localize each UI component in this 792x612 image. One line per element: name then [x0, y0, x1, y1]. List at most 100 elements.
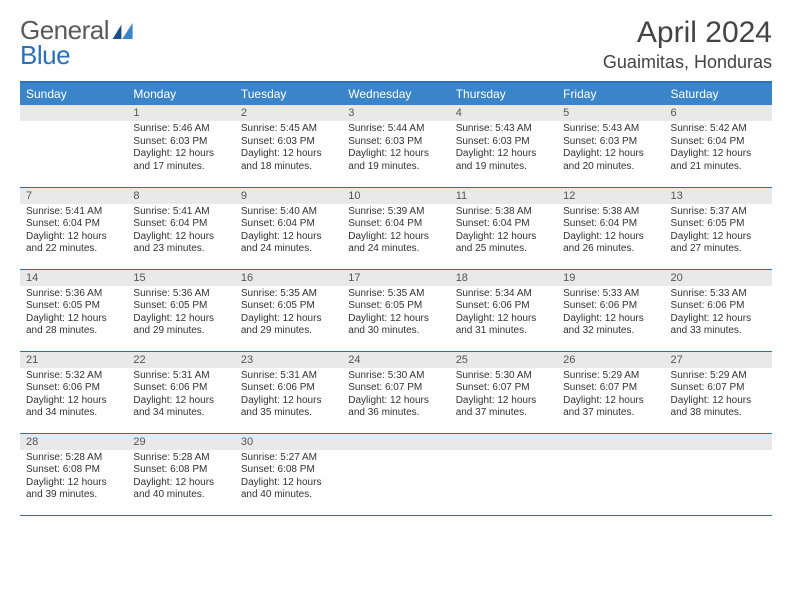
day-number: 23	[235, 352, 342, 368]
sunset-text: Sunset: 6:06 PM	[241, 382, 315, 393]
sunrise-text: Sunrise: 5:36 AM	[26, 288, 102, 299]
sunset-text: Sunset: 6:04 PM	[26, 218, 100, 229]
day-info: Sunrise: 5:29 AMSunset: 6:07 PMDaylight:…	[665, 368, 772, 424]
sunset-text: Sunset: 6:04 PM	[241, 218, 315, 229]
sunset-text: Sunset: 6:07 PM	[671, 382, 745, 393]
calendar-day-cell: 8Sunrise: 5:41 AMSunset: 6:04 PMDaylight…	[127, 187, 234, 269]
calendar-day-cell: 14Sunrise: 5:36 AMSunset: 6:05 PMDayligh…	[20, 269, 127, 351]
calendar-week-row: 28Sunrise: 5:28 AMSunset: 6:08 PMDayligh…	[20, 433, 772, 515]
day-info: Sunrise: 5:30 AMSunset: 6:07 PMDaylight:…	[342, 368, 449, 424]
sunrise-text: Sunrise: 5:43 AM	[456, 123, 532, 134]
daylight-text: Daylight: 12 hours and 25 minutes.	[456, 231, 537, 255]
calendar-day-cell: 20Sunrise: 5:33 AMSunset: 6:06 PMDayligh…	[665, 269, 772, 351]
day-info: Sunrise: 5:38 AMSunset: 6:04 PMDaylight:…	[557, 204, 664, 260]
sunrise-text: Sunrise: 5:35 AM	[241, 288, 317, 299]
day-number: 17	[342, 270, 449, 286]
day-number: 25	[450, 352, 557, 368]
page-header: GeneralBlue April 2024 Guaimitas, Hondur…	[20, 18, 772, 73]
daylight-text: Daylight: 12 hours and 24 minutes.	[241, 231, 322, 255]
day-number: 18	[450, 270, 557, 286]
calendar-day-cell: 5Sunrise: 5:43 AMSunset: 6:03 PMDaylight…	[557, 105, 664, 187]
day-info: Sunrise: 5:43 AMSunset: 6:03 PMDaylight:…	[450, 121, 557, 177]
day-number: 1	[127, 105, 234, 121]
sunrise-text: Sunrise: 5:29 AM	[671, 370, 747, 381]
day-number: 8	[127, 188, 234, 204]
calendar-page: GeneralBlue April 2024 Guaimitas, Hondur…	[0, 0, 792, 526]
calendar-day-cell: 4Sunrise: 5:43 AMSunset: 6:03 PMDaylight…	[450, 105, 557, 187]
sunrise-text: Sunrise: 5:32 AM	[26, 370, 102, 381]
day-number: 30	[235, 434, 342, 450]
sunrise-text: Sunrise: 5:36 AM	[133, 288, 209, 299]
day-info: Sunrise: 5:41 AMSunset: 6:04 PMDaylight:…	[127, 204, 234, 260]
day-info: Sunrise: 5:35 AMSunset: 6:05 PMDaylight:…	[342, 286, 449, 342]
calendar-day-cell: 15Sunrise: 5:36 AMSunset: 6:05 PMDayligh…	[127, 269, 234, 351]
daylight-text: Daylight: 12 hours and 26 minutes.	[563, 231, 644, 255]
day-info: Sunrise: 5:45 AMSunset: 6:03 PMDaylight:…	[235, 121, 342, 177]
calendar-day-cell: 24Sunrise: 5:30 AMSunset: 6:07 PMDayligh…	[342, 351, 449, 433]
day-number-bar	[665, 434, 772, 450]
daylight-text: Daylight: 12 hours and 37 minutes.	[563, 395, 644, 419]
day-number: 19	[557, 270, 664, 286]
sunrise-text: Sunrise: 5:40 AM	[241, 206, 317, 217]
daylight-text: Daylight: 12 hours and 30 minutes.	[348, 313, 429, 337]
calendar-day-cell: 26Sunrise: 5:29 AMSunset: 6:07 PMDayligh…	[557, 351, 664, 433]
calendar-day-cell: 2Sunrise: 5:45 AMSunset: 6:03 PMDaylight…	[235, 105, 342, 187]
day-number: 16	[235, 270, 342, 286]
daylight-text: Daylight: 12 hours and 31 minutes.	[456, 313, 537, 337]
weekday-header: Saturday	[665, 82, 772, 105]
calendar-body: 1Sunrise: 5:46 AMSunset: 6:03 PMDaylight…	[20, 105, 772, 515]
day-info: Sunrise: 5:36 AMSunset: 6:05 PMDaylight:…	[127, 286, 234, 342]
weekday-header: Sunday	[20, 82, 127, 105]
calendar-empty-cell	[557, 433, 664, 515]
sunrise-text: Sunrise: 5:38 AM	[563, 206, 639, 217]
day-info: Sunrise: 5:31 AMSunset: 6:06 PMDaylight:…	[127, 368, 234, 424]
calendar-day-cell: 27Sunrise: 5:29 AMSunset: 6:07 PMDayligh…	[665, 351, 772, 433]
calendar-day-cell: 19Sunrise: 5:33 AMSunset: 6:06 PMDayligh…	[557, 269, 664, 351]
sunset-text: Sunset: 6:03 PM	[241, 136, 315, 147]
daylight-text: Daylight: 12 hours and 29 minutes.	[241, 313, 322, 337]
calendar-header-row: SundayMondayTuesdayWednesdayThursdayFrid…	[20, 82, 772, 105]
sunrise-text: Sunrise: 5:42 AM	[671, 123, 747, 134]
calendar-week-row: 7Sunrise: 5:41 AMSunset: 6:04 PMDaylight…	[20, 187, 772, 269]
day-info: Sunrise: 5:27 AMSunset: 6:08 PMDaylight:…	[235, 450, 342, 506]
sunset-text: Sunset: 6:05 PM	[26, 300, 100, 311]
day-info: Sunrise: 5:42 AMSunset: 6:04 PMDaylight:…	[665, 121, 772, 177]
sunset-text: Sunset: 6:07 PM	[563, 382, 637, 393]
day-number: 3	[342, 105, 449, 121]
sunset-text: Sunset: 6:05 PM	[241, 300, 315, 311]
day-info: Sunrise: 5:40 AMSunset: 6:04 PM Daylight:…	[235, 204, 342, 260]
daylight-text: Daylight: 12 hours and 22 minutes.	[26, 231, 107, 255]
day-number: 6	[665, 105, 772, 121]
calendar-day-cell: 21Sunrise: 5:32 AMSunset: 6:06 PMDayligh…	[20, 351, 127, 433]
day-number: 4	[450, 105, 557, 121]
calendar-day-cell: 25Sunrise: 5:30 AMSunset: 6:07 PMDayligh…	[450, 351, 557, 433]
daylight-text: Daylight: 12 hours and 34 minutes.	[26, 395, 107, 419]
day-number: 24	[342, 352, 449, 368]
daylight-text: Daylight: 12 hours and 37 minutes.	[456, 395, 537, 419]
day-number: 5	[557, 105, 664, 121]
sunrise-text: Sunrise: 5:28 AM	[133, 452, 209, 463]
sunset-text: Sunset: 6:04 PM	[133, 218, 207, 229]
day-info: Sunrise: 5:28 AMSunset: 6:08 PMDaylight:…	[127, 450, 234, 506]
calendar-empty-cell	[342, 433, 449, 515]
daylight-text: Daylight: 12 hours and 17 minutes.	[133, 148, 214, 172]
weekday-header: Tuesday	[235, 82, 342, 105]
sunrise-text: Sunrise: 5:37 AM	[671, 206, 747, 217]
sunset-text: Sunset: 6:08 PM	[133, 464, 207, 475]
sunset-text: Sunset: 6:06 PM	[563, 300, 637, 311]
sunrise-text: Sunrise: 5:34 AM	[456, 288, 532, 299]
sunset-text: Sunset: 6:05 PM	[671, 218, 745, 229]
sunset-text: Sunset: 6:04 PM	[671, 136, 745, 147]
sunset-text: Sunset: 6:04 PM	[348, 218, 422, 229]
day-info: Sunrise: 5:33 AMSunset: 6:06 PMDaylight:…	[665, 286, 772, 342]
day-number: 13	[665, 188, 772, 204]
sunrise-text: Sunrise: 5:45 AM	[241, 123, 317, 134]
brand-word-2: Blue	[20, 40, 70, 70]
daylight-text: Daylight: 12 hours and 20 minutes.	[563, 148, 644, 172]
calendar-day-cell: 11Sunrise: 5:38 AMSunset: 6:04 PMDayligh…	[450, 187, 557, 269]
sunrise-text: Sunrise: 5:33 AM	[671, 288, 747, 299]
daylight-text: Daylight: 12 hours and 39 minutes.	[26, 477, 107, 501]
sunrise-text: Sunrise: 5:41 AM	[26, 206, 102, 217]
page-title-block: April 2024 Guaimitas, Honduras	[603, 18, 772, 73]
day-number: 29	[127, 434, 234, 450]
